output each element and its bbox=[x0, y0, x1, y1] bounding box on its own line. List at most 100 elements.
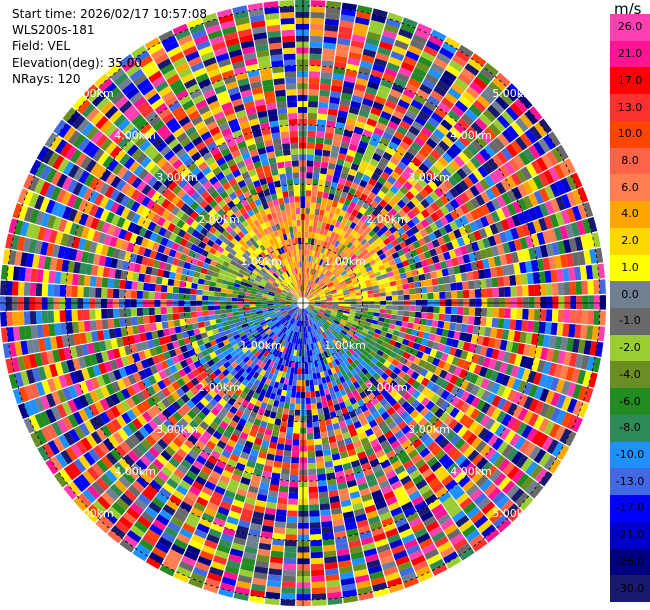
range-gate bbox=[142, 291, 149, 299]
range-gate bbox=[575, 310, 583, 324]
range-gate bbox=[306, 249, 310, 256]
range-gate bbox=[311, 190, 318, 197]
range-gate bbox=[305, 219, 310, 226]
range-gate bbox=[384, 126, 396, 136]
range-gate bbox=[515, 454, 529, 469]
range-gate bbox=[498, 287, 505, 297]
range-gate bbox=[305, 308, 309, 314]
range-gate bbox=[516, 250, 525, 262]
range-gate bbox=[338, 295, 345, 299]
range-gate bbox=[324, 270, 330, 276]
range-gate bbox=[341, 381, 349, 389]
range-gate bbox=[29, 297, 36, 311]
range-gate bbox=[336, 314, 343, 319]
range-gate bbox=[585, 325, 594, 340]
range-gate bbox=[225, 305, 232, 310]
range-gate bbox=[365, 372, 373, 380]
range-gate bbox=[326, 199, 333, 206]
range-gate bbox=[470, 209, 480, 221]
range-gate bbox=[311, 569, 325, 577]
range-gate bbox=[290, 468, 299, 476]
range-gate bbox=[0, 312, 7, 327]
range-gate bbox=[276, 443, 285, 451]
range-gate bbox=[533, 205, 544, 219]
range-gate bbox=[186, 324, 194, 331]
range-gate bbox=[479, 249, 488, 260]
range-gate bbox=[460, 390, 471, 402]
range-gate bbox=[338, 26, 353, 35]
range-gate bbox=[532, 219, 542, 233]
range-gate bbox=[378, 241, 386, 249]
range-gate bbox=[443, 321, 451, 330]
range-gate bbox=[304, 279, 306, 286]
range-gate bbox=[466, 143, 479, 156]
range-gate bbox=[487, 104, 501, 119]
range-gate bbox=[334, 220, 341, 228]
range-gate bbox=[131, 316, 139, 326]
range-gate bbox=[364, 364, 372, 372]
range-gate bbox=[323, 314, 330, 319]
range-gate bbox=[496, 518, 512, 533]
range-gate bbox=[449, 374, 459, 385]
range-gate bbox=[438, 183, 449, 194]
range-gate bbox=[368, 25, 383, 35]
range-gate bbox=[416, 267, 425, 275]
range-gate bbox=[408, 490, 421, 501]
range-gate bbox=[387, 420, 397, 430]
range-gate bbox=[372, 101, 384, 111]
range-gate bbox=[516, 297, 523, 308]
range-gate bbox=[353, 232, 361, 240]
range-gate bbox=[398, 67, 412, 78]
range-gate bbox=[287, 510, 298, 517]
range-gate bbox=[326, 319, 333, 325]
range-gate bbox=[297, 546, 310, 553]
range-gate bbox=[415, 202, 426, 213]
range-gate bbox=[422, 421, 433, 432]
range-gate bbox=[328, 355, 335, 362]
range-gate bbox=[303, 291, 305, 298]
range-gate bbox=[390, 314, 398, 320]
range-gate bbox=[403, 305, 410, 311]
range-gate bbox=[556, 444, 570, 461]
range-gate bbox=[489, 509, 504, 524]
range-gate bbox=[348, 339, 355, 346]
range-gate bbox=[440, 168, 452, 179]
range-gate bbox=[144, 323, 152, 333]
range-gate bbox=[289, 480, 299, 488]
range-gate bbox=[388, 363, 396, 372]
range-gate bbox=[308, 231, 312, 239]
range-gate bbox=[325, 12, 340, 21]
range-gate bbox=[455, 399, 466, 410]
range-gate bbox=[571, 252, 580, 267]
range-gate bbox=[306, 403, 312, 410]
range-gate bbox=[364, 321, 372, 327]
range-gate bbox=[422, 158, 434, 169]
range-gate bbox=[397, 227, 406, 236]
range-gate bbox=[458, 441, 471, 454]
range-gate bbox=[548, 362, 558, 377]
range-gate bbox=[476, 335, 485, 346]
range-gate bbox=[355, 289, 362, 293]
range-gate bbox=[426, 425, 437, 437]
range-gate bbox=[355, 310, 362, 314]
range-gate bbox=[320, 431, 328, 439]
range-gate bbox=[341, 135, 352, 144]
range-gate bbox=[416, 393, 426, 403]
range-gate bbox=[343, 335, 351, 342]
range-gate bbox=[421, 306, 428, 313]
range-gate bbox=[527, 178, 539, 193]
range-gate bbox=[160, 292, 167, 300]
range-gate bbox=[318, 246, 323, 253]
range-gate bbox=[577, 203, 588, 220]
range-gate bbox=[305, 292, 309, 298]
range-gate bbox=[343, 373, 350, 382]
range-gate bbox=[367, 453, 378, 462]
range-gate bbox=[321, 222, 327, 229]
range-gate bbox=[343, 275, 350, 281]
range-gate bbox=[309, 41, 323, 49]
range-gate bbox=[490, 185, 501, 198]
range-gate bbox=[440, 546, 456, 559]
range-gate bbox=[412, 275, 420, 282]
range-gate bbox=[445, 259, 454, 268]
range-gate bbox=[332, 213, 339, 221]
